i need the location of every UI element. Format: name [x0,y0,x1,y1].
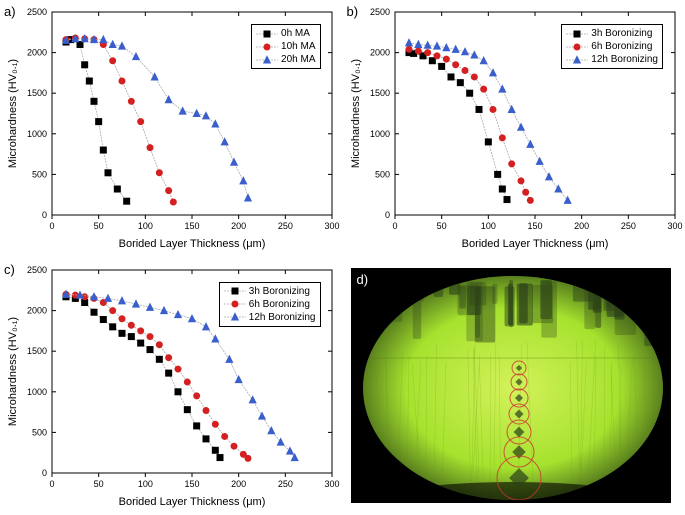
legend-item: 3h Boronizing [224,285,316,298]
legend-item: 12h Boronizing [224,311,316,324]
panel-a-label: a) [4,4,16,19]
svg-text:250: 250 [278,479,293,489]
panel-d-label: d) [357,272,369,287]
panel-c-label: c) [4,262,15,277]
svg-text:1500: 1500 [27,346,47,356]
svg-text:0: 0 [384,210,389,220]
svg-text:500: 500 [32,427,47,437]
svg-text:2000: 2000 [27,305,47,315]
svg-text:1500: 1500 [369,88,389,98]
legend-label: 12h Boronizing [249,311,316,324]
svg-text:100: 100 [138,479,153,489]
panel-d: d) [343,258,685,515]
svg-text:150: 150 [184,479,199,489]
micrograph: d) [351,268,671,503]
svg-text:1000: 1000 [27,386,47,396]
legend-label: 3h Boronizing [591,27,652,40]
legend-item: 12h Boronizing [566,53,658,66]
svg-text:200: 200 [231,479,246,489]
legend-label: 6h Boronizing [591,40,652,53]
svg-text:0: 0 [42,210,47,220]
legend: 0h MA10h MA20h MA [251,24,320,69]
svg-text:0: 0 [42,468,47,478]
legend-label: 6h Boronizing [249,298,310,311]
svg-text:0: 0 [49,479,54,489]
panel-c: c) 0 50 100 150 200 250 300 0 500 1000 1500 2000 250… [0,258,343,515]
svg-text:2500: 2500 [27,7,47,17]
svg-text:2500: 2500 [27,265,47,275]
svg-text:200: 200 [574,221,589,231]
svg-text:200: 200 [231,221,246,231]
svg-text:Borided Layer Thickness (μm): Borided Layer Thickness (μm) [461,238,608,250]
svg-text:50: 50 [94,221,104,231]
legend-label: 12h Boronizing [591,53,658,66]
svg-text:250: 250 [278,221,293,231]
svg-text:1000: 1000 [27,129,47,139]
legend-item: 10h MA [256,40,315,53]
svg-text:500: 500 [374,169,389,179]
svg-text:1500: 1500 [27,88,47,98]
svg-text:500: 500 [32,169,47,179]
legend-item: 0h MA [256,27,315,40]
svg-text:Microhardness (HV₀.₁): Microhardness (HV₀.₁) [350,59,362,168]
panel-b: b) 0 50 100 150 200 250 300 0 500 1000 1500 2000 250… [343,0,685,258]
svg-text:2500: 2500 [369,7,389,17]
svg-text:50: 50 [436,221,446,231]
svg-text:0: 0 [49,221,54,231]
svg-text:300: 300 [324,221,339,231]
svg-text:0: 0 [392,221,397,231]
panel-b-label: b) [347,4,359,19]
legend: 3h Boronizing6h Boronizing12h Boronizing [219,282,321,327]
panel-a: a) 0 50 100 150 200 250 300 0 500 1000 1500 2000 250… [0,0,343,258]
svg-text:300: 300 [324,479,339,489]
svg-text:150: 150 [184,221,199,231]
svg-text:250: 250 [620,221,635,231]
legend-label: 20h MA [281,53,315,66]
svg-text:Borided Layer Thickness (μm): Borided Layer Thickness (μm) [119,496,266,508]
legend-item: 3h Boronizing [566,27,658,40]
legend-label: 3h Boronizing [249,285,310,298]
svg-text:2000: 2000 [27,48,47,58]
legend: 3h Boronizing6h Boronizing12h Boronizing [561,24,663,69]
figure-grid: a) 0501001502002503000500100015002000250… [0,0,685,515]
svg-text:Microhardness (HV₀.₁): Microhardness (HV₀.₁) [7,59,19,168]
svg-text:50: 50 [94,479,104,489]
legend-item: 20h MA [256,53,315,66]
legend-label: 10h MA [281,40,315,53]
svg-text:100: 100 [138,221,153,231]
legend-item: 6h Boronizing [566,40,658,53]
legend-label: 0h MA [281,27,310,40]
svg-text:1000: 1000 [369,129,389,139]
svg-text:Microhardness (HV₀.₁): Microhardness (HV₀.₁) [7,316,19,425]
svg-text:150: 150 [527,221,542,231]
svg-text:2000: 2000 [369,48,389,58]
svg-text:300: 300 [667,221,682,231]
svg-text:100: 100 [480,221,495,231]
svg-text:Borided Layer Thickness (μm): Borided Layer Thickness (μm) [119,238,266,250]
legend-item: 6h Boronizing [224,298,316,311]
